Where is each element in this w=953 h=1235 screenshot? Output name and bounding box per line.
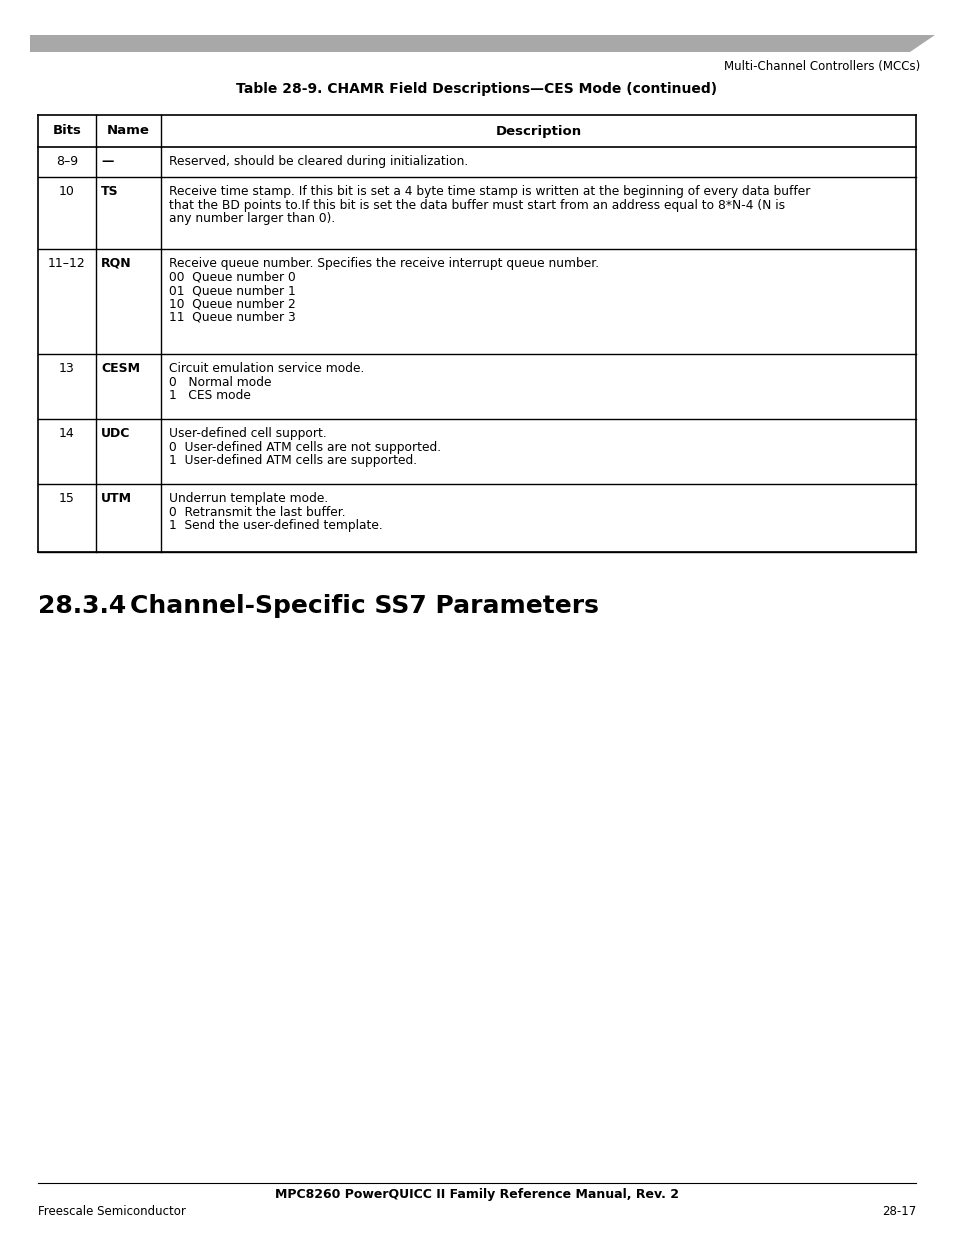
Text: —: — [101,156,113,168]
Text: UDC: UDC [101,427,131,440]
Text: Name: Name [107,125,150,137]
Text: 00  Queue number 0: 00 Queue number 0 [169,270,295,284]
Text: 01  Queue number 1: 01 Queue number 1 [169,284,295,296]
Polygon shape [30,35,934,52]
Text: Receive queue number. Specifies the receive interrupt queue number.: Receive queue number. Specifies the rece… [169,257,598,270]
Text: 1  User-defined ATM cells are supported.: 1 User-defined ATM cells are supported. [169,454,416,467]
Text: 10: 10 [59,185,75,198]
Text: 15: 15 [59,492,75,505]
Text: Circuit emulation service mode.: Circuit emulation service mode. [169,362,364,375]
Text: 10  Queue number 2: 10 Queue number 2 [169,298,295,310]
Text: any number larger than 0).: any number larger than 0). [169,212,335,225]
Text: 11  Queue number 3: 11 Queue number 3 [169,311,295,324]
Text: 28-17: 28-17 [881,1205,915,1218]
Text: MPC8260 PowerQUICC II Family Reference Manual, Rev. 2: MPC8260 PowerQUICC II Family Reference M… [274,1188,679,1200]
Text: Description: Description [495,125,581,137]
Text: User-defined cell support.: User-defined cell support. [169,427,327,440]
Text: Underrun template mode.: Underrun template mode. [169,492,328,505]
Text: CESM: CESM [101,362,140,375]
Text: 14: 14 [59,427,74,440]
Text: Channel-Specific SS7 Parameters: Channel-Specific SS7 Parameters [130,594,598,618]
Text: TS: TS [101,185,118,198]
Text: Receive time stamp. If this bit is set a 4 byte time stamp is written at the beg: Receive time stamp. If this bit is set a… [169,185,809,198]
Text: Table 28-9. CHAMR Field Descriptions—CES Mode (continued): Table 28-9. CHAMR Field Descriptions—CES… [236,82,717,96]
Text: 8–9: 8–9 [56,156,78,168]
Text: RQN: RQN [101,257,132,270]
Text: 11–12: 11–12 [48,257,86,270]
Text: Reserved, should be cleared during initialization.: Reserved, should be cleared during initi… [169,156,468,168]
Text: 1  Send the user-defined template.: 1 Send the user-defined template. [169,519,382,532]
Text: 13: 13 [59,362,74,375]
Text: that the BD points to.If this bit is set the data buffer must start from an addr: that the BD points to.If this bit is set… [169,199,784,211]
Text: Freescale Semiconductor: Freescale Semiconductor [38,1205,186,1218]
Text: Bits: Bits [52,125,81,137]
Text: 0   Normal mode: 0 Normal mode [169,375,272,389]
Text: 1   CES mode: 1 CES mode [169,389,251,403]
Text: 0  User-defined ATM cells are not supported.: 0 User-defined ATM cells are not support… [169,441,440,453]
Text: 28.3.4: 28.3.4 [38,594,126,618]
Text: 0  Retransmit the last buffer.: 0 Retransmit the last buffer. [169,505,345,519]
Text: Multi-Channel Controllers (MCCs): Multi-Channel Controllers (MCCs) [723,61,919,73]
Text: UTM: UTM [101,492,132,505]
